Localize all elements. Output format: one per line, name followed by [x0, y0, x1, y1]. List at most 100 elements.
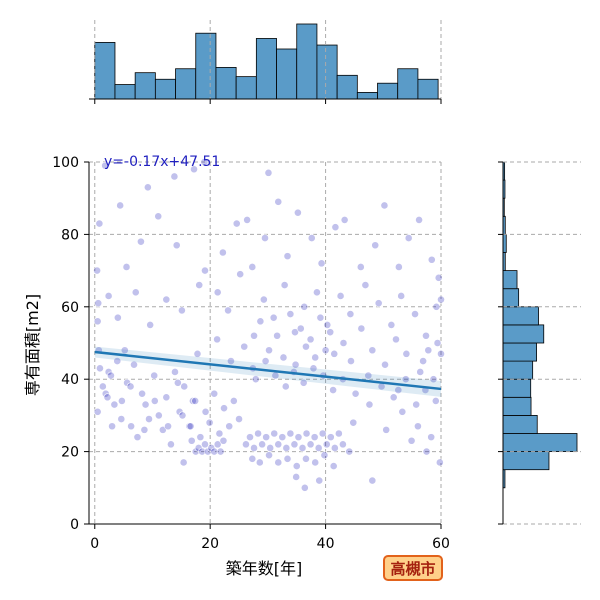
scatter-point [219, 436, 228, 445]
scatter-point [340, 216, 349, 224]
scatter-point [225, 422, 234, 431]
scatter-point [254, 429, 262, 438]
scatter-point [108, 422, 116, 431]
scatter-point [258, 440, 267, 449]
scatter-point [251, 375, 260, 384]
y-tick-label: 40 [61, 372, 79, 388]
x-tick-label: 40 [317, 536, 335, 552]
scatter-point [162, 295, 171, 304]
scatter-point [334, 429, 343, 438]
scatter-point [172, 241, 181, 250]
scatter-point [188, 397, 197, 405]
scatter-point [200, 158, 209, 166]
scatter-points [93, 158, 445, 492]
right-hist-bar [502, 451, 550, 471]
right-hist-bar [502, 324, 545, 344]
right-hist-bar [502, 433, 578, 453]
scatter-point [154, 411, 163, 420]
scatter-point [113, 313, 122, 322]
scatter-point [110, 400, 119, 409]
scatter-point [326, 433, 335, 442]
scatter-point [437, 295, 445, 304]
scatter-point [154, 212, 163, 221]
regression-band [94, 346, 441, 397]
scatter-point [126, 382, 135, 391]
scatter-point [224, 306, 232, 315]
scatter-point [213, 288, 222, 297]
right-hist-bar [502, 378, 532, 398]
scatter-point [313, 288, 321, 297]
scatter-point [290, 440, 299, 449]
scatter-point [140, 425, 149, 434]
scatter-point [294, 433, 303, 442]
top-histogram [89, 20, 442, 104]
scatter-point [357, 324, 366, 333]
scatter-point [320, 451, 329, 460]
y-tick-label: 60 [61, 300, 79, 316]
scatter-point [210, 447, 219, 456]
scatter-point [330, 349, 339, 358]
scatter-point [374, 299, 383, 308]
scatter-point [424, 346, 433, 355]
scatter-point [143, 183, 152, 192]
scatter-point [133, 433, 142, 442]
scatter-point [145, 415, 153, 423]
right-histogram [498, 161, 581, 525]
scatter-point [201, 266, 209, 275]
scatter-point [262, 433, 271, 442]
scatter-point [270, 429, 279, 438]
scatter-point [264, 168, 273, 177]
scatter-point [220, 404, 228, 413]
scatter-point [302, 454, 310, 463]
top-hist-bar [417, 78, 439, 100]
scatter-point [120, 346, 129, 355]
scatter-point [274, 440, 283, 449]
scatter-point [283, 454, 292, 463]
scatter-point [213, 440, 222, 449]
scatter-point [380, 201, 389, 210]
top-hist-bar [114, 84, 136, 100]
scatter-point [311, 353, 320, 362]
scatter-point [113, 357, 122, 365]
scatter-point [307, 234, 316, 242]
regression-line [94, 350, 442, 391]
scatter-point [422, 447, 431, 456]
scatter-point [389, 393, 398, 402]
x-axis-label: 築年数[年] [226, 559, 303, 578]
scatter-point [368, 346, 377, 355]
scatter-point [141, 400, 150, 409]
scatter-point [186, 422, 195, 431]
scatter-point [427, 255, 436, 264]
scatter-point [381, 360, 389, 369]
top-hist-bar [397, 68, 419, 100]
scatter-point [193, 349, 202, 358]
scatter-point [218, 248, 227, 257]
scatter-point [314, 444, 323, 452]
scatter-point [434, 273, 443, 282]
scatter-point [265, 451, 273, 460]
scatter-point [401, 375, 410, 384]
scatter-point [331, 223, 340, 232]
scatter-point [317, 259, 326, 268]
scatter-point [306, 335, 315, 344]
scatter-point [387, 320, 396, 329]
y-tick-label: 20 [61, 445, 79, 461]
top-hist-bar [215, 67, 237, 100]
scatter-point [227, 357, 235, 365]
scatter-point [394, 386, 403, 394]
scatter-point [235, 415, 243, 423]
right-hist-bar [502, 270, 518, 290]
scatter-point [422, 331, 430, 340]
scatter-point [278, 433, 287, 442]
scatter-point [282, 444, 291, 452]
scatter-point [292, 462, 301, 470]
scatter-point [302, 342, 310, 351]
scatter-point [415, 216, 423, 224]
scatter-point [269, 313, 278, 322]
regression-layer [94, 346, 442, 397]
scatter-point [345, 447, 354, 456]
top-hist-bar [94, 42, 116, 100]
scatter-point [242, 440, 250, 449]
scatter-point [122, 263, 131, 271]
scatter-point [173, 378, 182, 387]
